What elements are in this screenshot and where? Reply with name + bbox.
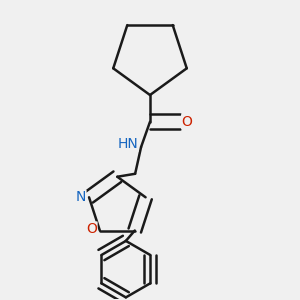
- Text: O: O: [86, 222, 97, 236]
- Text: HN: HN: [117, 137, 138, 151]
- Text: N: N: [76, 190, 86, 204]
- Text: O: O: [182, 115, 193, 129]
